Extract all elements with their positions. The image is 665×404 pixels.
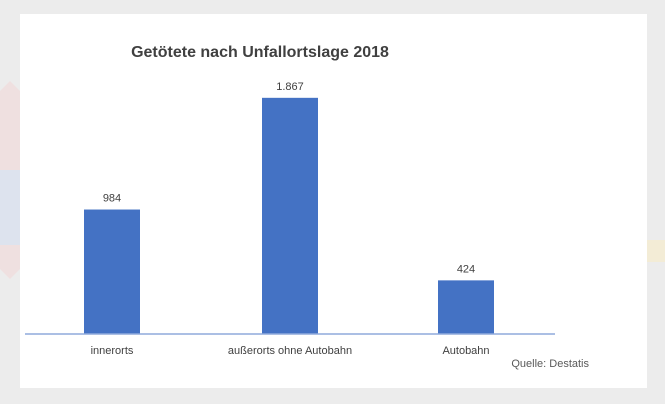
category-label: außerorts ohne Autobahn bbox=[228, 345, 352, 357]
labels-group: 984 innerorts 1.867 außerorts ohne Autobahn… bbox=[91, 81, 490, 357]
bar-0 bbox=[84, 209, 140, 334]
bar-1 bbox=[262, 97, 318, 335]
data-label: 984 bbox=[103, 193, 121, 205]
data-label: 424 bbox=[457, 263, 475, 275]
bars-group bbox=[84, 97, 494, 335]
bar-2 bbox=[438, 280, 494, 334]
data-label: 1.867 bbox=[276, 81, 304, 93]
category-label: innerorts bbox=[91, 345, 134, 357]
background-decoration bbox=[645, 240, 665, 262]
source-note: Quelle: Destatis bbox=[511, 358, 589, 370]
category-label: Autobahn bbox=[442, 345, 489, 357]
chart-title: Getötete nach Unfallortslage 2018 bbox=[131, 44, 389, 61]
